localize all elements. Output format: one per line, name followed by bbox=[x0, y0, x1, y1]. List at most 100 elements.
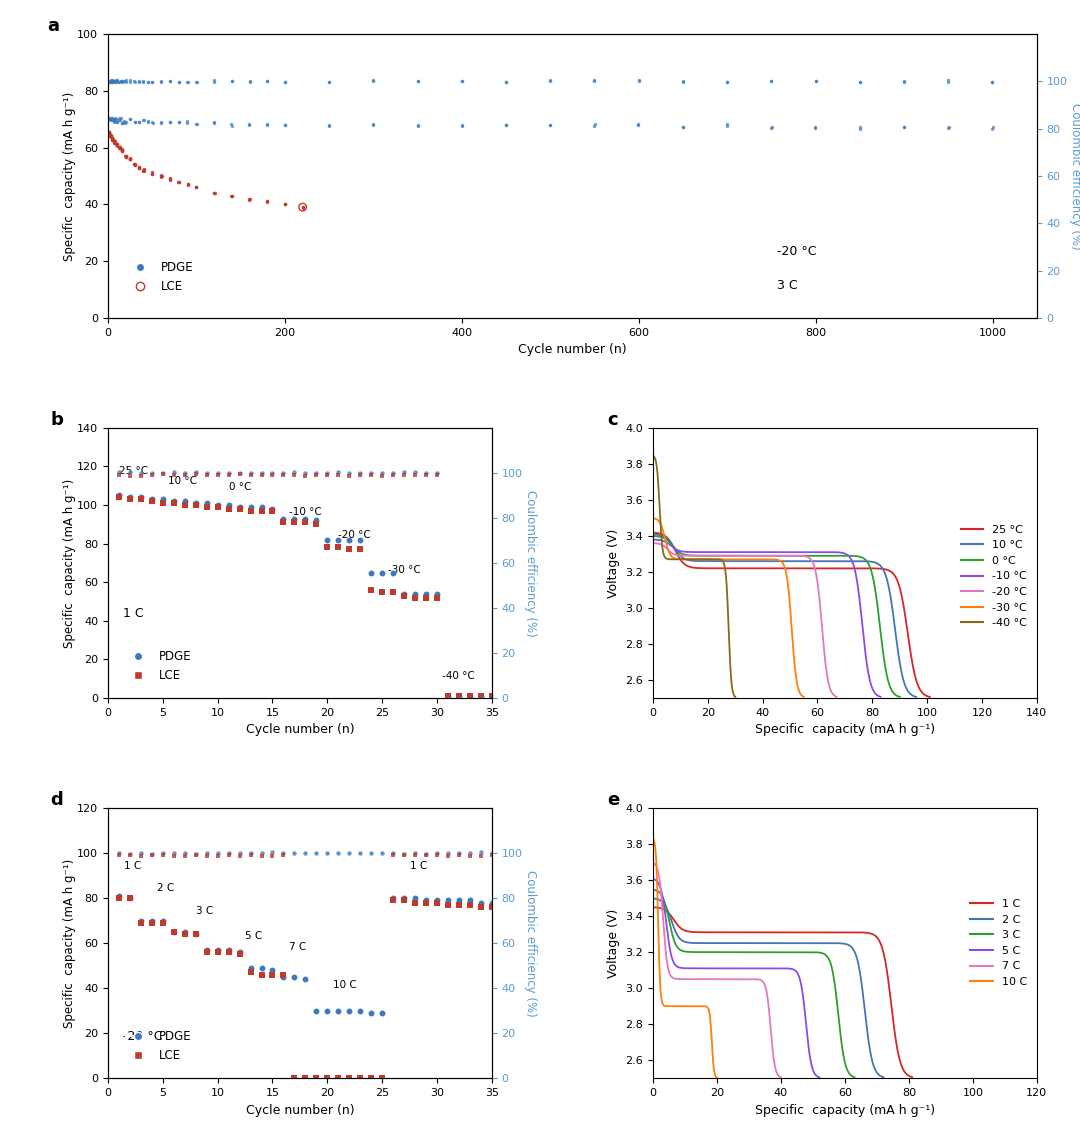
Point bbox=[241, 190, 258, 208]
Point bbox=[102, 126, 119, 144]
Point bbox=[363, 563, 380, 581]
Point bbox=[340, 1069, 357, 1087]
Point bbox=[630, 72, 647, 90]
Point bbox=[417, 585, 434, 603]
Point bbox=[321, 73, 338, 91]
Point bbox=[130, 159, 147, 177]
Point bbox=[253, 465, 270, 484]
Point bbox=[340, 531, 357, 549]
Point bbox=[984, 119, 1001, 137]
Point bbox=[276, 116, 294, 134]
Point bbox=[297, 843, 314, 861]
Point bbox=[111, 138, 129, 157]
Point bbox=[154, 494, 172, 512]
Point bbox=[116, 112, 133, 131]
Point bbox=[406, 893, 423, 911]
Point bbox=[144, 465, 161, 484]
Point bbox=[440, 847, 457, 865]
Point bbox=[171, 173, 188, 191]
Point bbox=[122, 110, 139, 128]
Point bbox=[105, 132, 122, 150]
Point bbox=[154, 465, 172, 484]
Point bbox=[116, 73, 133, 91]
Point bbox=[242, 502, 259, 520]
Point bbox=[176, 465, 193, 484]
Point bbox=[110, 140, 127, 158]
Point bbox=[122, 149, 139, 167]
Point bbox=[274, 464, 292, 482]
Point bbox=[104, 129, 121, 148]
Point bbox=[429, 463, 446, 481]
Point bbox=[165, 923, 183, 941]
Point bbox=[440, 844, 457, 863]
Point bbox=[113, 142, 131, 160]
Point bbox=[131, 159, 148, 177]
Point bbox=[231, 943, 248, 961]
Point bbox=[104, 129, 121, 148]
Point bbox=[762, 73, 780, 91]
Point bbox=[984, 73, 1001, 91]
Point bbox=[112, 72, 130, 90]
Point bbox=[198, 943, 215, 961]
Point bbox=[450, 891, 468, 909]
Point bbox=[100, 124, 118, 142]
Point bbox=[329, 1001, 347, 1019]
Point bbox=[541, 116, 558, 134]
Point bbox=[100, 124, 118, 142]
Point bbox=[165, 847, 183, 865]
Point bbox=[264, 961, 281, 980]
Point bbox=[161, 169, 178, 187]
Point bbox=[319, 465, 336, 484]
Point bbox=[417, 844, 434, 863]
Point bbox=[286, 465, 303, 484]
Point bbox=[110, 488, 127, 506]
Text: -20 °C: -20 °C bbox=[338, 530, 372, 540]
Point bbox=[139, 73, 157, 91]
Point bbox=[117, 148, 134, 166]
Point bbox=[429, 893, 446, 911]
Point bbox=[106, 72, 123, 90]
Point bbox=[144, 463, 161, 481]
Point bbox=[274, 844, 292, 863]
Point bbox=[429, 585, 446, 603]
Point bbox=[286, 844, 303, 863]
Point bbox=[374, 582, 391, 600]
Point bbox=[121, 466, 138, 485]
Point bbox=[242, 466, 259, 485]
Point bbox=[112, 72, 130, 90]
Point bbox=[541, 72, 558, 90]
Point bbox=[134, 161, 151, 179]
Point bbox=[242, 846, 259, 864]
Point bbox=[206, 112, 224, 131]
Point bbox=[454, 117, 471, 135]
Point bbox=[110, 466, 127, 485]
Point bbox=[429, 844, 446, 863]
Point bbox=[135, 111, 152, 129]
Point bbox=[106, 132, 123, 150]
Point bbox=[253, 959, 270, 977]
Point bbox=[125, 154, 143, 173]
Point bbox=[242, 964, 259, 982]
Point bbox=[152, 168, 170, 186]
Point bbox=[384, 889, 402, 907]
Point bbox=[121, 844, 138, 863]
Text: 7 C: 7 C bbox=[289, 942, 307, 952]
Point bbox=[187, 925, 204, 943]
Point bbox=[107, 110, 124, 128]
Point bbox=[321, 117, 338, 135]
Point bbox=[132, 466, 149, 485]
Point bbox=[132, 490, 149, 508]
Point bbox=[440, 896, 457, 914]
Point bbox=[161, 112, 178, 131]
Point bbox=[409, 116, 427, 134]
Y-axis label: Voltage (V): Voltage (V) bbox=[607, 528, 620, 597]
Point bbox=[102, 109, 119, 127]
Point bbox=[395, 587, 413, 605]
Point bbox=[851, 74, 868, 92]
Point bbox=[395, 889, 413, 907]
Point bbox=[139, 73, 157, 91]
Point bbox=[134, 161, 151, 179]
Point bbox=[104, 131, 121, 149]
Point bbox=[329, 538, 347, 556]
Point bbox=[585, 72, 603, 90]
